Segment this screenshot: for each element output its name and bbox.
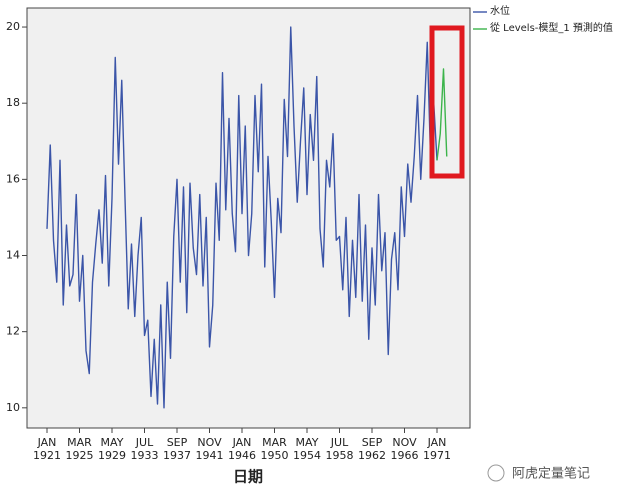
x-tick-label: SEP 1937 <box>163 436 191 462</box>
highlight-box <box>429 25 465 179</box>
x-tick-label: SEP 1962 <box>358 436 386 462</box>
x-tick-label: MAY 1954 <box>293 436 321 462</box>
legend-label: 從 Levels-模型_1 預測的值 <box>490 23 613 34</box>
plot-area <box>26 7 471 429</box>
x-tick-label: JAN 1971 <box>423 436 451 462</box>
y-tick-label: 14 <box>6 249 20 262</box>
y-tick-label: 10 <box>6 401 20 414</box>
x-axis-title: 日期 <box>233 468 263 486</box>
x-tick-label: NOV 1966 <box>390 436 419 462</box>
y-tick-label: 12 <box>6 325 20 338</box>
x-tick-label: NOV 1941 <box>195 436 224 462</box>
x-tick-label: JAN 1921 <box>33 436 61 462</box>
x-tick-label: MAR 1950 <box>260 436 289 462</box>
x-tick-label: MAR 1925 <box>65 436 94 462</box>
watermark-icon <box>487 464 505 482</box>
series-line <box>46 26 438 409</box>
y-tick-label: 16 <box>6 172 20 185</box>
watermark: 阿虎定量笔记 <box>512 466 590 482</box>
y-tick-label: 18 <box>6 96 20 109</box>
x-tick-label: MAY 1929 <box>98 436 126 462</box>
series-line <box>436 68 448 161</box>
x-tick-label: JAN 1946 <box>228 436 256 462</box>
y-tick-label: 20 <box>6 20 20 33</box>
x-tick-label: JUL 1933 <box>130 436 159 462</box>
legend-label: 水位 <box>490 6 510 17</box>
x-tick-label: JUL 1958 <box>325 436 354 462</box>
